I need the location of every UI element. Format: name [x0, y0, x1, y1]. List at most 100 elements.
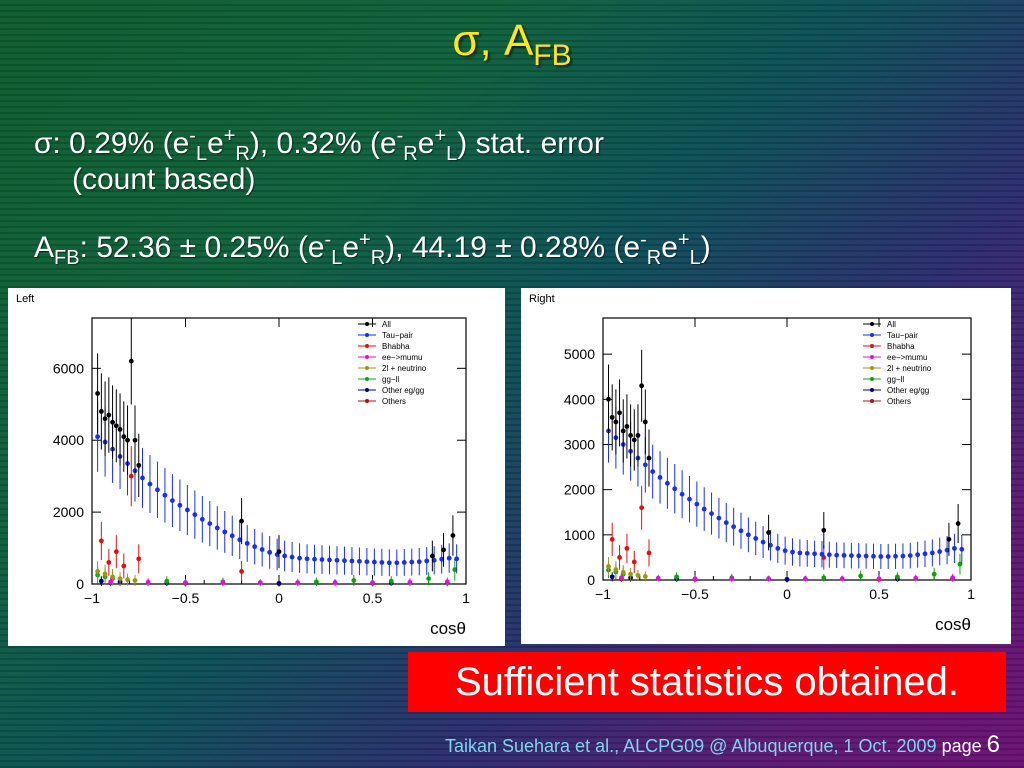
- data-point: [431, 557, 437, 563]
- data-point: [950, 575, 955, 581]
- data-point: [244, 540, 250, 546]
- y-tick-label: 6000: [53, 360, 84, 376]
- data-point: [900, 553, 906, 559]
- data-point: [102, 416, 108, 422]
- y-tick-label: 3000: [564, 436, 595, 452]
- data-point: [388, 578, 394, 584]
- panel-label: Right: [529, 293, 555, 305]
- data-point: [893, 553, 898, 559]
- data-point: [694, 501, 700, 507]
- data-point: [841, 552, 847, 558]
- data-point: [753, 536, 759, 541]
- data-point: [257, 580, 263, 585]
- data-point: [631, 437, 637, 443]
- data-point: [351, 578, 357, 583]
- data-point: [937, 549, 943, 554]
- data-point: [132, 578, 138, 583]
- chart-right: Right −1 −0.5 0 0.5 1 0 1000 2000 3000 4000 5000 cos…: [529, 293, 975, 634]
- data-point: [327, 557, 332, 563]
- data-point: [237, 537, 243, 543]
- slide-title: σ, AFB: [452, 16, 572, 72]
- data-point: [613, 419, 619, 425]
- legend-label: Others: [382, 397, 406, 406]
- legend-marker: [870, 388, 874, 392]
- legend-marker: [365, 388, 369, 392]
- data-point: [222, 529, 228, 535]
- data-point: [319, 557, 325, 562]
- data-point: [314, 579, 319, 585]
- data-point: [619, 575, 624, 581]
- data-point: [655, 575, 661, 581]
- bullet-afb: AFB: 52.36 ± 0.25% (e-Le+R), 44.19 ± 0.2…: [34, 229, 711, 269]
- data-point: [426, 576, 431, 582]
- data-point: [239, 518, 245, 524]
- data-point: [849, 553, 854, 559]
- data-point: [155, 487, 160, 493]
- data-point: [624, 545, 630, 551]
- data-point: [110, 574, 115, 580]
- data-point: [804, 550, 810, 556]
- data-point: [450, 533, 456, 538]
- legend-label: gg−ll: [887, 375, 904, 384]
- data-point: [922, 551, 928, 557]
- data-point: [952, 545, 957, 551]
- data-point: [145, 579, 151, 585]
- data-point: [790, 549, 795, 555]
- data-point: [267, 549, 273, 555]
- data-point: [113, 549, 119, 555]
- data-point: [416, 559, 422, 565]
- data-point: [679, 491, 685, 497]
- footer-page-label: page: [941, 736, 982, 756]
- y-tick-label: 1000: [564, 527, 595, 543]
- data-point: [312, 556, 317, 562]
- data-point: [617, 410, 622, 416]
- data-point: [609, 414, 615, 420]
- legend-marker: [870, 366, 874, 370]
- data-point: [797, 550, 803, 556]
- data-point: [821, 527, 827, 533]
- data-point: [784, 576, 790, 582]
- data-point: [439, 556, 445, 562]
- legend-label: Tau−pair: [382, 331, 413, 340]
- data-point: [826, 552, 832, 558]
- data-point: [349, 558, 355, 564]
- data-point: [876, 576, 882, 582]
- data-point: [871, 553, 876, 559]
- data-point: [657, 475, 663, 480]
- data-point: [239, 569, 245, 574]
- data-point: [782, 548, 788, 554]
- data-point: [729, 576, 735, 582]
- data-point: [128, 473, 134, 479]
- data-point: [766, 576, 771, 582]
- data-point: [766, 530, 771, 535]
- legend-label: Others: [887, 397, 911, 406]
- legend-label: ee−>mumu: [887, 353, 927, 362]
- data-point: [617, 555, 622, 560]
- data-point: [95, 434, 101, 440]
- data-point: [687, 496, 692, 502]
- legend-label: All: [887, 320, 896, 329]
- data-point: [259, 547, 265, 552]
- x-tick-label: −1: [595, 586, 611, 602]
- data-point: [863, 553, 869, 559]
- legend-label: Bhabha: [382, 342, 410, 351]
- y-tick-label: 2000: [564, 482, 595, 498]
- legend-marker: [365, 355, 369, 359]
- panel-label: Left: [16, 293, 34, 305]
- data-point: [364, 559, 370, 565]
- data-point: [276, 549, 282, 555]
- data-point: [282, 553, 288, 559]
- data-point: [723, 520, 729, 526]
- data-point: [132, 437, 138, 443]
- data-point: [620, 428, 626, 434]
- data-point: [620, 569, 626, 575]
- legend-label: 2l + neutrino: [382, 364, 427, 373]
- y-tick-label: 5000: [564, 346, 595, 362]
- data-point: [342, 558, 347, 564]
- x-tick-label: 0.5: [869, 586, 889, 602]
- data-point: [692, 576, 698, 582]
- data-point: [650, 469, 656, 474]
- data-point: [959, 546, 965, 552]
- data-point: [220, 580, 226, 585]
- legend-label: Other eg/gg: [382, 386, 424, 395]
